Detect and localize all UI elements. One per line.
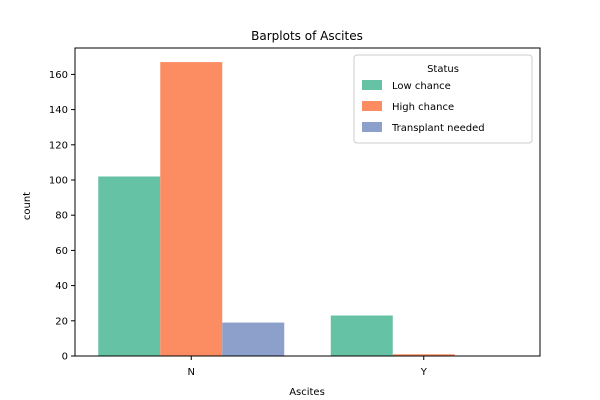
y-tick-label: 100 [49,176,68,187]
y-tick-label: 40 [55,281,68,292]
x-tick-label: N [188,367,195,378]
y-tick-label: 80 [55,211,68,222]
y-tick-label: 20 [55,316,68,327]
legend-label: Transplant needed [391,123,485,134]
legend-box [353,54,533,144]
y-tick-label: 140 [49,105,68,116]
bar-high-chance-y [392,354,455,356]
legend-swatch [362,80,382,90]
y-tick-label: 0 [62,352,68,363]
y-tick-label: 60 [55,246,68,257]
y-tick-label: 120 [49,140,68,151]
legend-label: Low chance [392,81,451,92]
bar-low-chance-y [330,315,393,356]
legend-swatch [362,122,382,132]
plot-area: 0 20 40 60 80 100 120 140 160 N Y [49,47,541,378]
legend-swatch [362,101,382,111]
y-tick-label: 160 [49,70,68,81]
plot-frame [74,47,541,357]
y-axis-label: count [22,192,33,220]
chart-title: Barplots of Ascites [251,29,363,43]
legend-items: Low chance High chance Transplant needed [362,80,485,134]
bar-low-chance-n [98,176,161,356]
legend: Status Low chance High chance Transplant n… [353,54,533,144]
bar-high-chance-n [160,62,223,356]
bar-transplant-needed-n [222,322,285,356]
x-tick-label: Y [420,367,428,378]
x-axis-label: Ascites [289,387,325,398]
legend-title: Status [427,64,459,75]
legend-label: High chance [392,102,454,113]
